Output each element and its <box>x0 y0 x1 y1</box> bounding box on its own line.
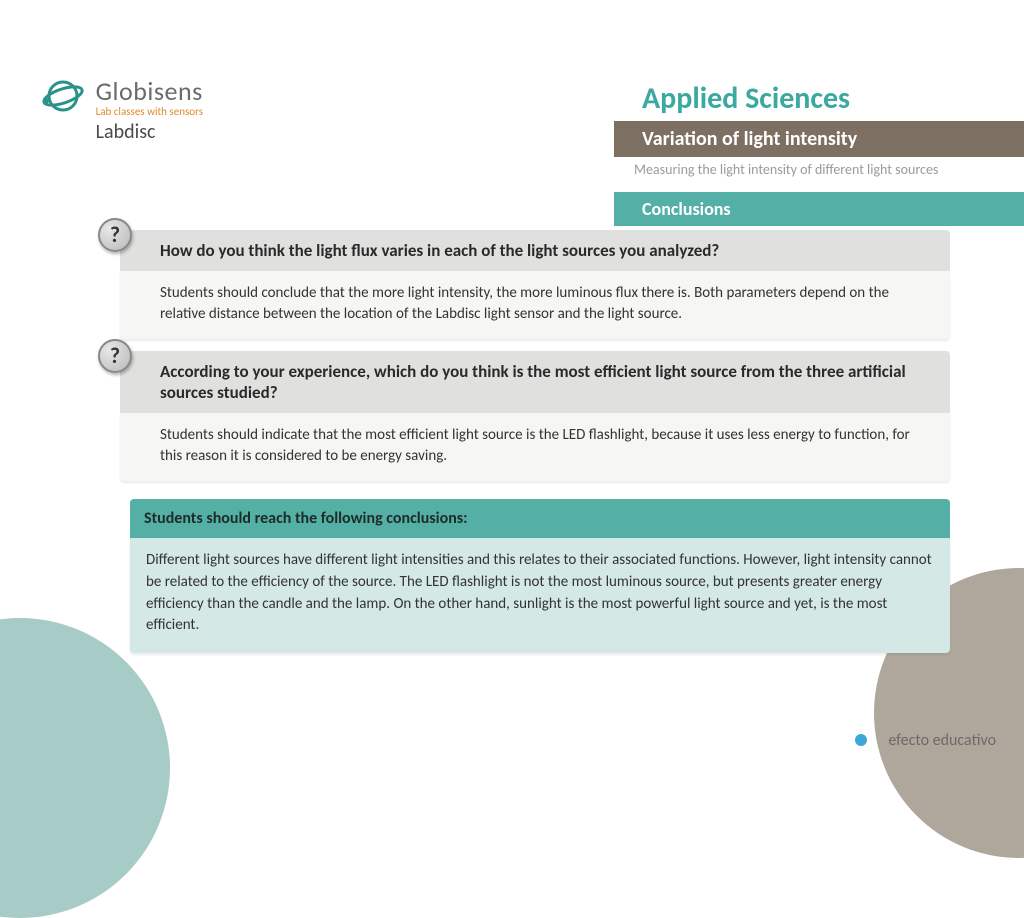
logo-tagline-text: Lab classes with sensors <box>96 105 203 118</box>
logo-brand-text: Globisens <box>96 75 203 107</box>
subheading-text: Measuring the light intensity of differe… <box>634 161 1024 178</box>
footer-text: efecto educativo <box>888 731 996 750</box>
conclusion-body: Different light sources have different l… <box>130 538 950 653</box>
subtitle-bar: Variation of light intensity <box>614 121 1024 157</box>
conclusion-block: Students should reach the following conc… <box>130 499 950 653</box>
question-1-answer: Students should conclude that the more l… <box>120 271 950 339</box>
question-2-prompt: According to your experience, which do y… <box>120 351 950 413</box>
question-block-2: ? According to your experience, which do… <box>120 351 950 481</box>
question-1-prompt: How do you think the light flux varies i… <box>120 230 950 271</box>
question-mark-icon: ? <box>98 218 132 252</box>
logo-block: Globisens Lab classes with sensors Labdi… <box>40 75 260 144</box>
logo-subbrand-text: Labdisc <box>96 120 203 144</box>
question-2-answer: Students should indicate that the most e… <box>120 413 950 481</box>
footer-brand: efecto educativo <box>854 730 996 750</box>
decor-circle-bottom-left <box>0 618 170 918</box>
conclusions-bar: Conclusions <box>614 192 1024 226</box>
question-block-1: ? How do you think the light flux varies… <box>120 230 950 339</box>
title-applied-sciences: Applied Sciences <box>642 80 1024 117</box>
footer-logo-icon <box>854 730 880 750</box>
header-right-block: Applied Sciences Variation of light inte… <box>614 80 1024 226</box>
globe-icon <box>40 75 86 122</box>
content-area: ? How do you think the light flux varies… <box>120 230 950 653</box>
conclusion-header: Students should reach the following conc… <box>130 499 950 538</box>
question-mark-icon: ? <box>98 339 132 373</box>
